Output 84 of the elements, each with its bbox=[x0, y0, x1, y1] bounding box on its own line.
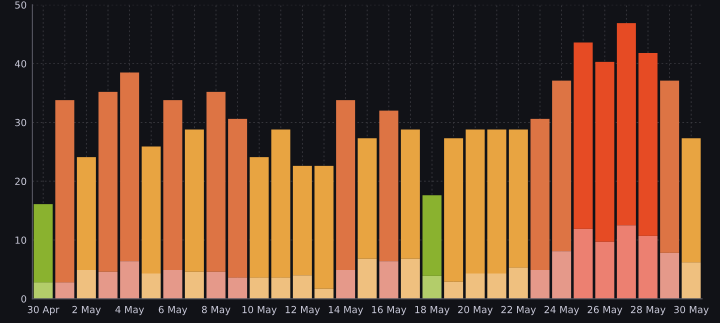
bar bbox=[120, 72, 140, 262]
x-tick-label: 14 May bbox=[328, 306, 364, 316]
bar bbox=[76, 157, 96, 270]
x-tick-label: 22 May bbox=[501, 306, 536, 316]
bar bbox=[206, 92, 226, 272]
bar bbox=[660, 80, 680, 253]
bar bbox=[163, 270, 182, 299]
bar bbox=[34, 282, 53, 299]
bar bbox=[444, 282, 464, 299]
bar bbox=[55, 100, 74, 282]
bar bbox=[444, 138, 464, 282]
bar bbox=[616, 23, 636, 226]
bar bbox=[574, 228, 593, 299]
x-tick-label: 30 Apr bbox=[28, 306, 60, 316]
x-tick-label: 20 May bbox=[458, 306, 493, 316]
bar bbox=[508, 268, 528, 299]
bar bbox=[250, 157, 269, 278]
bar bbox=[379, 110, 398, 262]
bar bbox=[552, 251, 572, 299]
x-tick-label: 6 May bbox=[158, 306, 188, 316]
bar bbox=[163, 100, 182, 270]
bar bbox=[552, 80, 572, 252]
bar bbox=[400, 129, 420, 259]
x-tick-label: 12 May bbox=[286, 306, 320, 316]
bar bbox=[120, 261, 140, 299]
bar bbox=[487, 273, 506, 299]
y-tick-label: 10 bbox=[16, 236, 26, 244]
bar bbox=[358, 138, 377, 259]
bar bbox=[292, 275, 312, 299]
bar bbox=[660, 252, 680, 299]
bar bbox=[314, 288, 334, 299]
bar bbox=[34, 204, 53, 282]
x-tick-label: 26 May bbox=[588, 306, 622, 316]
bar bbox=[574, 42, 593, 229]
x-tick-label: 30 May bbox=[674, 306, 709, 316]
bar bbox=[595, 242, 614, 299]
x-tick-label: 8 May bbox=[202, 306, 230, 316]
y-tick-label: 40 bbox=[14, 60, 26, 68]
bar bbox=[336, 270, 356, 299]
bar bbox=[55, 282, 74, 299]
bar bbox=[422, 276, 442, 299]
bar bbox=[466, 273, 485, 299]
bar bbox=[638, 53, 658, 236]
y-tick-label: 20 bbox=[15, 178, 26, 186]
bar bbox=[76, 270, 96, 299]
bar bbox=[271, 278, 290, 299]
y-tick-label: 50 bbox=[15, 1, 26, 9]
bar bbox=[98, 272, 118, 299]
bar bbox=[487, 129, 506, 274]
bar bbox=[638, 236, 658, 299]
x-tick-label: 18 May bbox=[415, 306, 450, 316]
bar bbox=[98, 92, 118, 272]
x-tick-label: 4 May bbox=[115, 306, 144, 316]
x-tick-label: 24 May bbox=[544, 306, 580, 316]
bar bbox=[508, 129, 528, 268]
bar bbox=[142, 146, 161, 274]
bar bbox=[292, 166, 312, 276]
bar bbox=[682, 138, 701, 262]
bar bbox=[314, 166, 334, 289]
bar bbox=[530, 270, 550, 299]
bar bbox=[336, 100, 356, 270]
bar bbox=[250, 278, 269, 299]
bar bbox=[595, 62, 614, 242]
bar bbox=[206, 272, 226, 299]
bar bbox=[271, 129, 290, 278]
bar bbox=[400, 258, 420, 299]
bar bbox=[530, 118, 550, 270]
bar bbox=[184, 129, 204, 272]
bar bbox=[358, 258, 377, 299]
x-tick-label: 28 May bbox=[630, 306, 666, 316]
y-tick-label: 0 bbox=[21, 295, 26, 303]
bar bbox=[422, 195, 442, 276]
bar bbox=[228, 118, 248, 278]
bar bbox=[466, 129, 485, 274]
bar bbox=[682, 262, 701, 299]
bar bbox=[228, 278, 248, 299]
x-tick-label: 16 May bbox=[372, 306, 406, 316]
bar bbox=[379, 261, 398, 299]
bar bbox=[616, 225, 636, 299]
y-tick-label: 30 bbox=[15, 118, 26, 126]
x-tick-label: 2 May bbox=[72, 306, 101, 316]
x-tick-label: 10 May bbox=[242, 306, 277, 316]
bar bbox=[184, 272, 204, 299]
bar bbox=[142, 273, 161, 299]
